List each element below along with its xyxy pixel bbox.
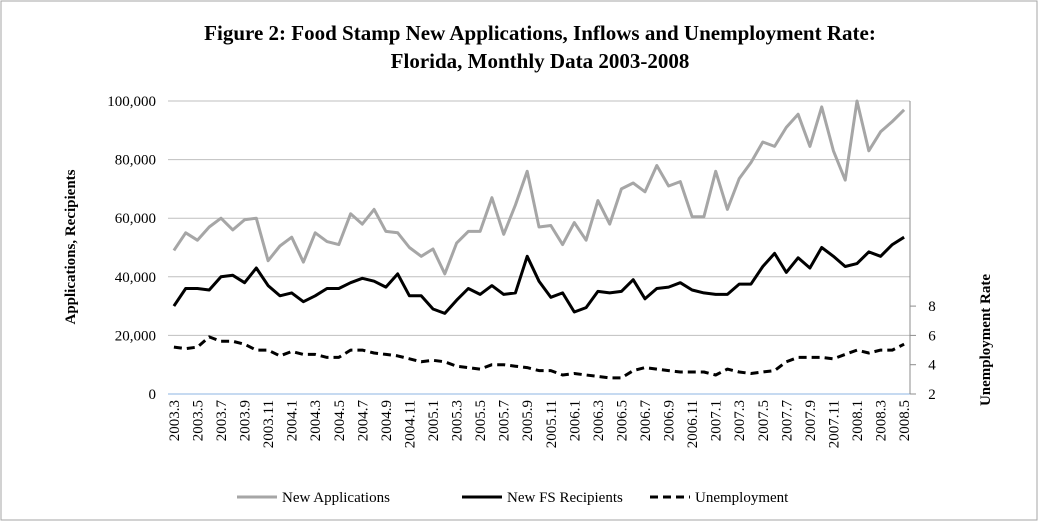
y2-tick-label: 6 — [928, 328, 936, 344]
chart-title: Florida, Monthly Data 2003-2008 — [391, 49, 690, 73]
x-tick-label: 2003.3 — [167, 400, 183, 441]
x-tick-label: 2005.5 — [473, 400, 489, 441]
x-tick-label: 2006.11 — [685, 400, 701, 448]
x-tick-label: 2006.5 — [614, 400, 630, 441]
x-tick-label: 2005.7 — [497, 400, 513, 442]
legend-label: Unemployment — [695, 490, 789, 506]
x-tick-label: 2008.1 — [850, 400, 866, 441]
x-tick-label: 2006.1 — [567, 400, 583, 441]
x-tick-label: 2007.1 — [709, 400, 725, 441]
x-tick-label: 2007.11 — [826, 400, 842, 448]
x-tick-label: 2007.7 — [779, 400, 795, 442]
chart-title: Figure 2: Food Stamp New Applications, I… — [204, 21, 876, 45]
x-tick-label: 2007.5 — [756, 400, 772, 441]
x-tick-label: 2003.9 — [238, 400, 254, 441]
x-tick-label: 2004.5 — [332, 400, 348, 441]
legend-label: New FS Recipients — [507, 490, 623, 506]
y2-tick-label: 2 — [928, 387, 936, 403]
x-tick-label: 2004.11 — [402, 400, 418, 448]
x-tick-label: 2003.5 — [190, 400, 206, 441]
x-tick-label: 2008.3 — [874, 400, 890, 441]
x-tick-label: 2008.5 — [897, 400, 913, 441]
x-tick-label: 2007.3 — [732, 400, 748, 441]
x-tick-label: 2007.9 — [803, 400, 819, 441]
y-axis-title: Applications, Recipients — [63, 169, 79, 324]
x-tick-label: 2006.9 — [662, 400, 678, 441]
x-tick-label: 2005.9 — [520, 400, 536, 441]
x-tick-label: 2004.9 — [379, 400, 395, 441]
y-tick-label: 80,000 — [115, 153, 156, 169]
x-tick-label: 2003.7 — [214, 400, 230, 442]
y-tick-label: 0 — [149, 387, 157, 403]
x-tick-label: 2005.11 — [544, 400, 560, 448]
x-tick-label: 2004.3 — [308, 400, 324, 441]
x-tick-label: 2004.7 — [355, 400, 371, 442]
series-line — [172, 235, 905, 315]
y2-axis-title: Unemployment Rate — [978, 274, 994, 406]
series-line — [172, 99, 906, 276]
x-tick-label: 2003.11 — [261, 400, 277, 448]
x-tick-label: 2005.1 — [426, 400, 442, 441]
x-tick-label: 2004.1 — [285, 400, 301, 441]
y-tick-label: 60,000 — [115, 211, 156, 227]
y-tick-label: 20,000 — [115, 328, 156, 344]
x-tick-label: 2006.7 — [638, 400, 654, 442]
x-tick-label: 2005.3 — [450, 400, 466, 441]
y-tick-label: 100,000 — [107, 94, 156, 110]
series-line — [173, 335, 905, 380]
x-tick-label: 2006.3 — [591, 400, 607, 441]
legend-label: New Applications — [282, 490, 390, 506]
y2-tick-label: 4 — [928, 358, 936, 374]
y-tick-label: 40,000 — [115, 270, 156, 286]
y2-tick-label: 8 — [928, 299, 936, 315]
